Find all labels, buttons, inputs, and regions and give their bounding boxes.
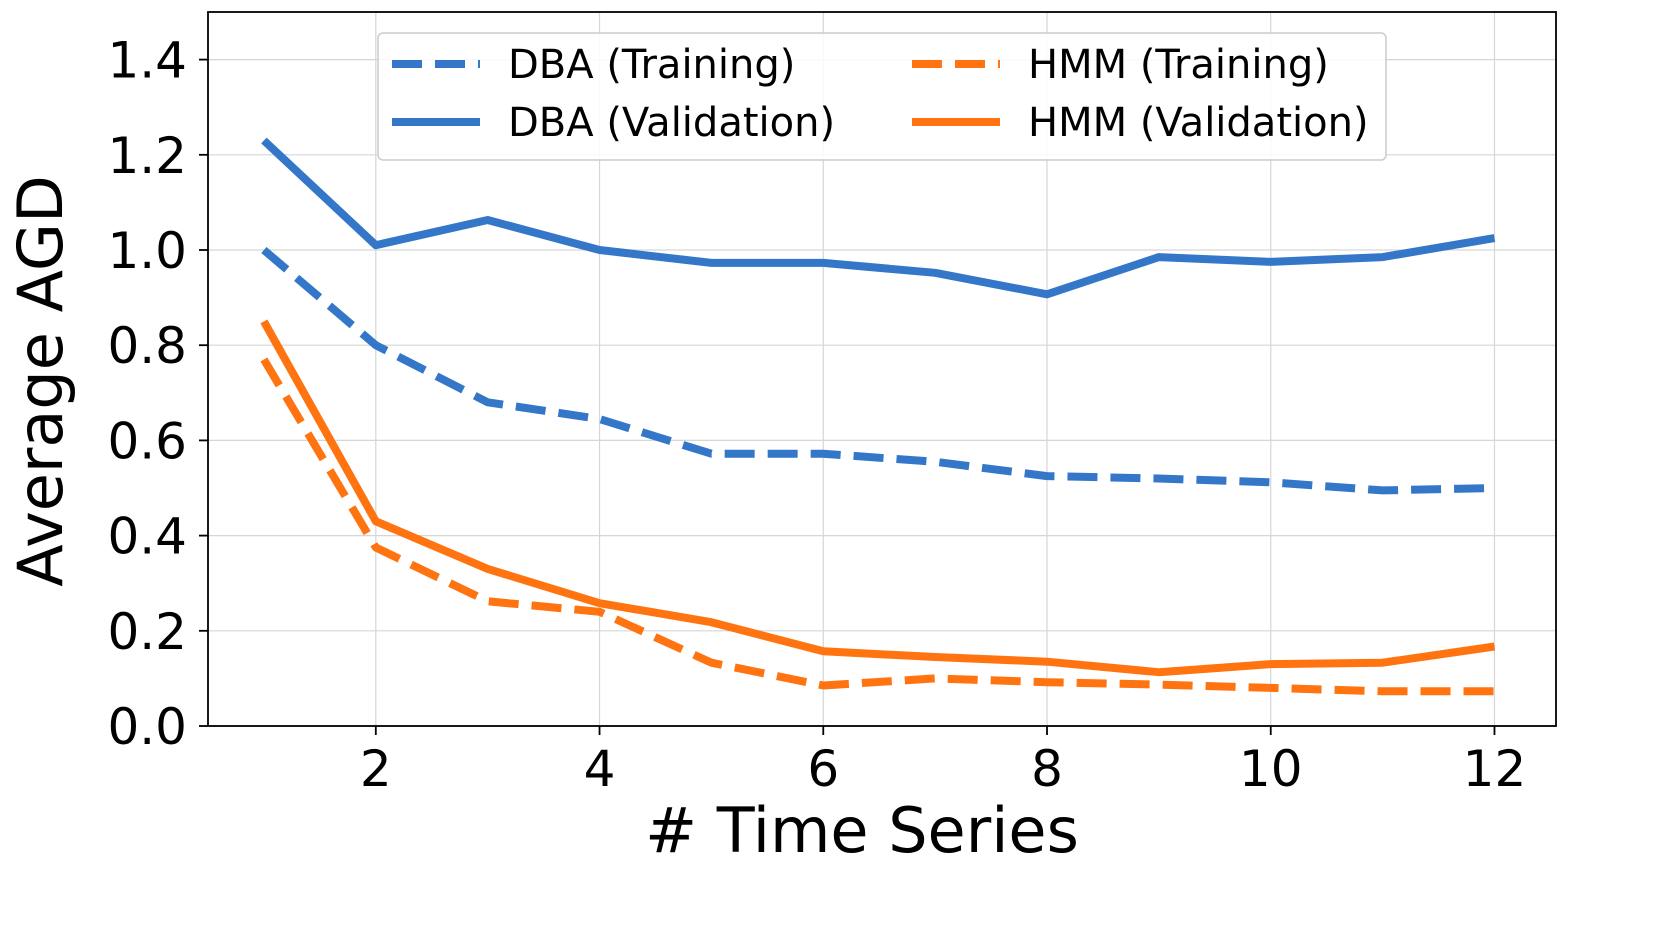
series-line-hmm-validation (260, 319, 1496, 677)
y-tick-label: 0.4 (107, 508, 187, 566)
legend-label-hmm-training: HMM (Training) (1028, 42, 1329, 88)
x-tick-label: 8 (1031, 740, 1063, 798)
x-tick-label: 2 (360, 740, 392, 798)
legend-label-hmm-validation: HMM (Validation) (1028, 100, 1369, 146)
x-tick-label: 10 (1239, 740, 1303, 798)
y-tick-label: 0.8 (107, 317, 187, 375)
series-line-dba-validation (261, 137, 1496, 299)
y-tick-label: 0.2 (107, 603, 187, 661)
y-tick-label: 0.0 (107, 698, 187, 756)
legend-box (377, 32, 1387, 161)
y-tick-label: 1.2 (107, 127, 187, 185)
y-tick-label: 0.6 (107, 412, 187, 470)
x-tick-label: 12 (1463, 740, 1527, 798)
plot-frame (207, 11, 1557, 727)
axis-ticks: 2 4 6 8 10 12 0.0 0.2 0.4 0.6 0.8 1.0 1.2 1.4 (107, 32, 1526, 798)
x-tick-label: 4 (584, 740, 616, 798)
y-axis-title: Average AGD (4, 175, 77, 586)
legend-label-dba-training: DBA (Training) (508, 42, 795, 88)
legend: DBA (Training) DBA (Validation) HMM (Tra… (377, 32, 1387, 161)
series-line-hmm-training (260, 357, 1495, 696)
series-line-dba-training (261, 246, 1495, 495)
x-tick-label: 6 (807, 740, 839, 798)
series-lines (260, 137, 1496, 696)
y-tick-label: 1.0 (107, 222, 187, 280)
y-tick-label: 1.4 (107, 32, 187, 90)
legend-label-dba-validation: DBA (Validation) (508, 100, 835, 146)
x-axis-title: # Time Series (645, 794, 1079, 867)
